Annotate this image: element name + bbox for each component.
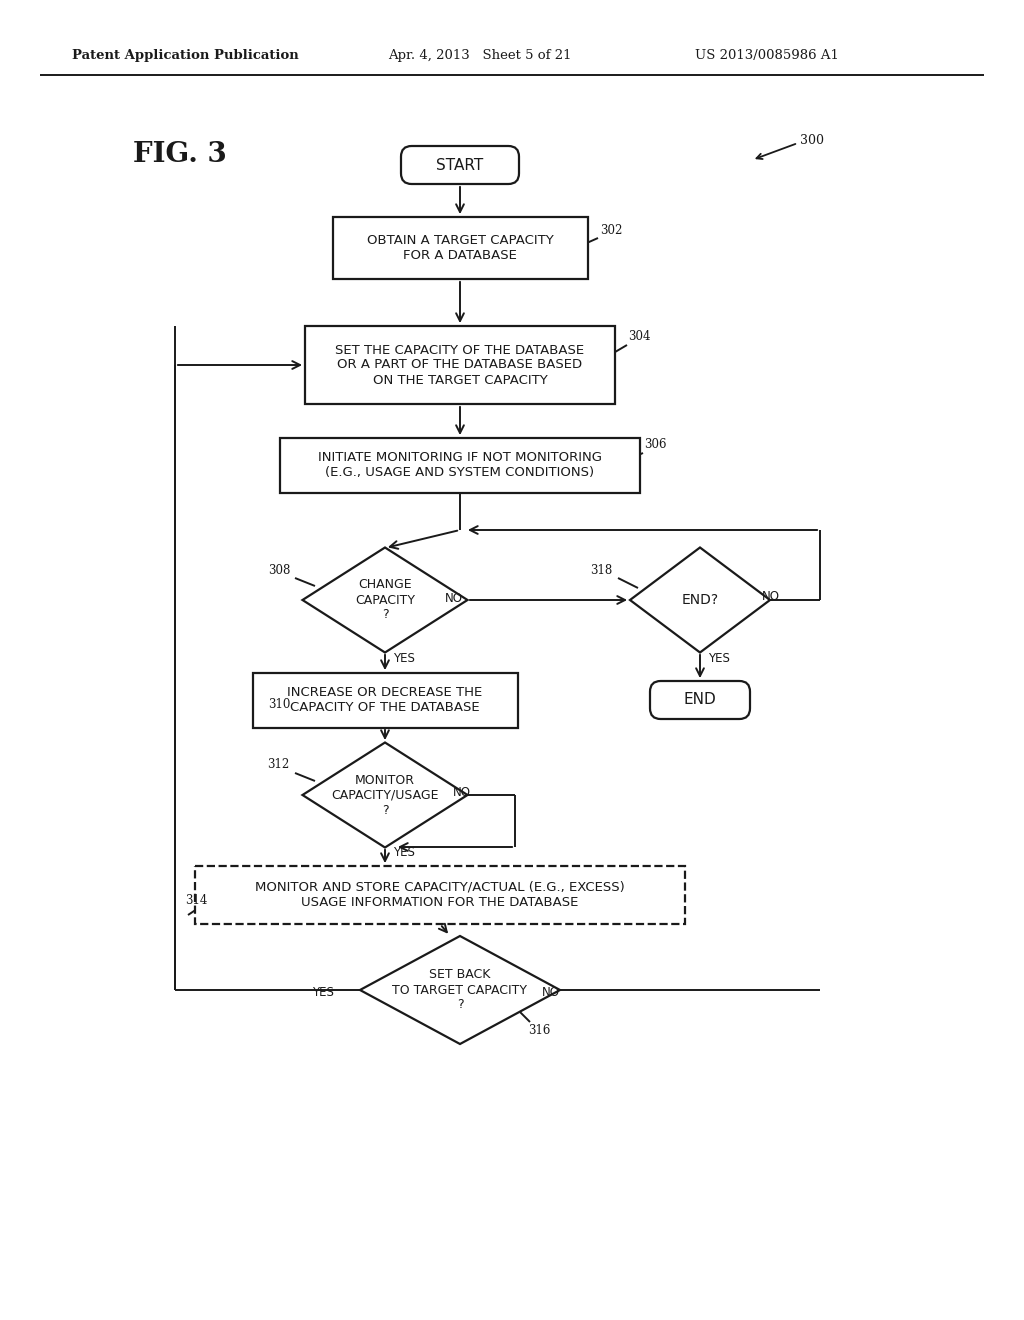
Text: NO: NO xyxy=(445,591,463,605)
Text: MONITOR
CAPACITY/USAGE
?: MONITOR CAPACITY/USAGE ? xyxy=(331,774,438,817)
Text: Apr. 4, 2013   Sheet 5 of 21: Apr. 4, 2013 Sheet 5 of 21 xyxy=(388,49,571,62)
Bar xyxy=(195,866,685,924)
Text: MONITOR AND STORE CAPACITY/ACTUAL (E.G., EXCESS)
USAGE INFORMATION FOR THE DATAB: MONITOR AND STORE CAPACITY/ACTUAL (E.G.,… xyxy=(255,880,625,909)
Text: 308: 308 xyxy=(268,564,291,577)
Text: 312: 312 xyxy=(267,759,289,771)
Text: 302: 302 xyxy=(600,223,623,236)
Text: NO: NO xyxy=(453,787,471,800)
Text: END: END xyxy=(684,693,717,708)
Text: YES: YES xyxy=(393,846,415,859)
Text: 310: 310 xyxy=(268,698,291,711)
Bar xyxy=(280,437,640,492)
Polygon shape xyxy=(630,548,770,652)
Text: SET BACK
TO TARGET CAPACITY
?: SET BACK TO TARGET CAPACITY ? xyxy=(392,969,527,1011)
Text: 300: 300 xyxy=(800,133,824,147)
Text: 304: 304 xyxy=(628,330,650,343)
Text: 314: 314 xyxy=(185,894,208,907)
Polygon shape xyxy=(302,742,468,847)
Text: YES: YES xyxy=(393,652,415,664)
Text: 316: 316 xyxy=(528,1023,550,1036)
FancyBboxPatch shape xyxy=(401,147,519,183)
Text: END?: END? xyxy=(681,593,719,607)
Bar xyxy=(305,326,615,404)
Text: NO: NO xyxy=(762,590,780,603)
Text: OBTAIN A TARGET CAPACITY
FOR A DATABASE: OBTAIN A TARGET CAPACITY FOR A DATABASE xyxy=(367,234,553,261)
Text: US 2013/0085986 A1: US 2013/0085986 A1 xyxy=(695,49,839,62)
Text: CHANGE
CAPACITY
?: CHANGE CAPACITY ? xyxy=(355,578,415,622)
FancyBboxPatch shape xyxy=(650,681,750,719)
Text: 306: 306 xyxy=(644,438,667,451)
Text: FIG. 3: FIG. 3 xyxy=(133,141,226,169)
Text: NO: NO xyxy=(542,986,560,999)
Text: 318: 318 xyxy=(590,564,612,577)
Text: START: START xyxy=(436,157,483,173)
Polygon shape xyxy=(302,548,468,652)
Text: YES: YES xyxy=(312,986,334,999)
Polygon shape xyxy=(360,936,560,1044)
Text: SET THE CAPACITY OF THE DATABASE
OR A PART OF THE DATABASE BASED
ON THE TARGET C: SET THE CAPACITY OF THE DATABASE OR A PA… xyxy=(336,343,585,387)
Bar xyxy=(253,672,517,727)
Text: INITIATE MONITORING IF NOT MONITORING
(E.G., USAGE AND SYSTEM CONDITIONS): INITIATE MONITORING IF NOT MONITORING (E… xyxy=(318,451,602,479)
Text: INCREASE OR DECREASE THE
CAPACITY OF THE DATABASE: INCREASE OR DECREASE THE CAPACITY OF THE… xyxy=(288,686,482,714)
Bar xyxy=(333,216,588,279)
Text: Patent Application Publication: Patent Application Publication xyxy=(72,49,299,62)
Text: YES: YES xyxy=(708,652,730,664)
